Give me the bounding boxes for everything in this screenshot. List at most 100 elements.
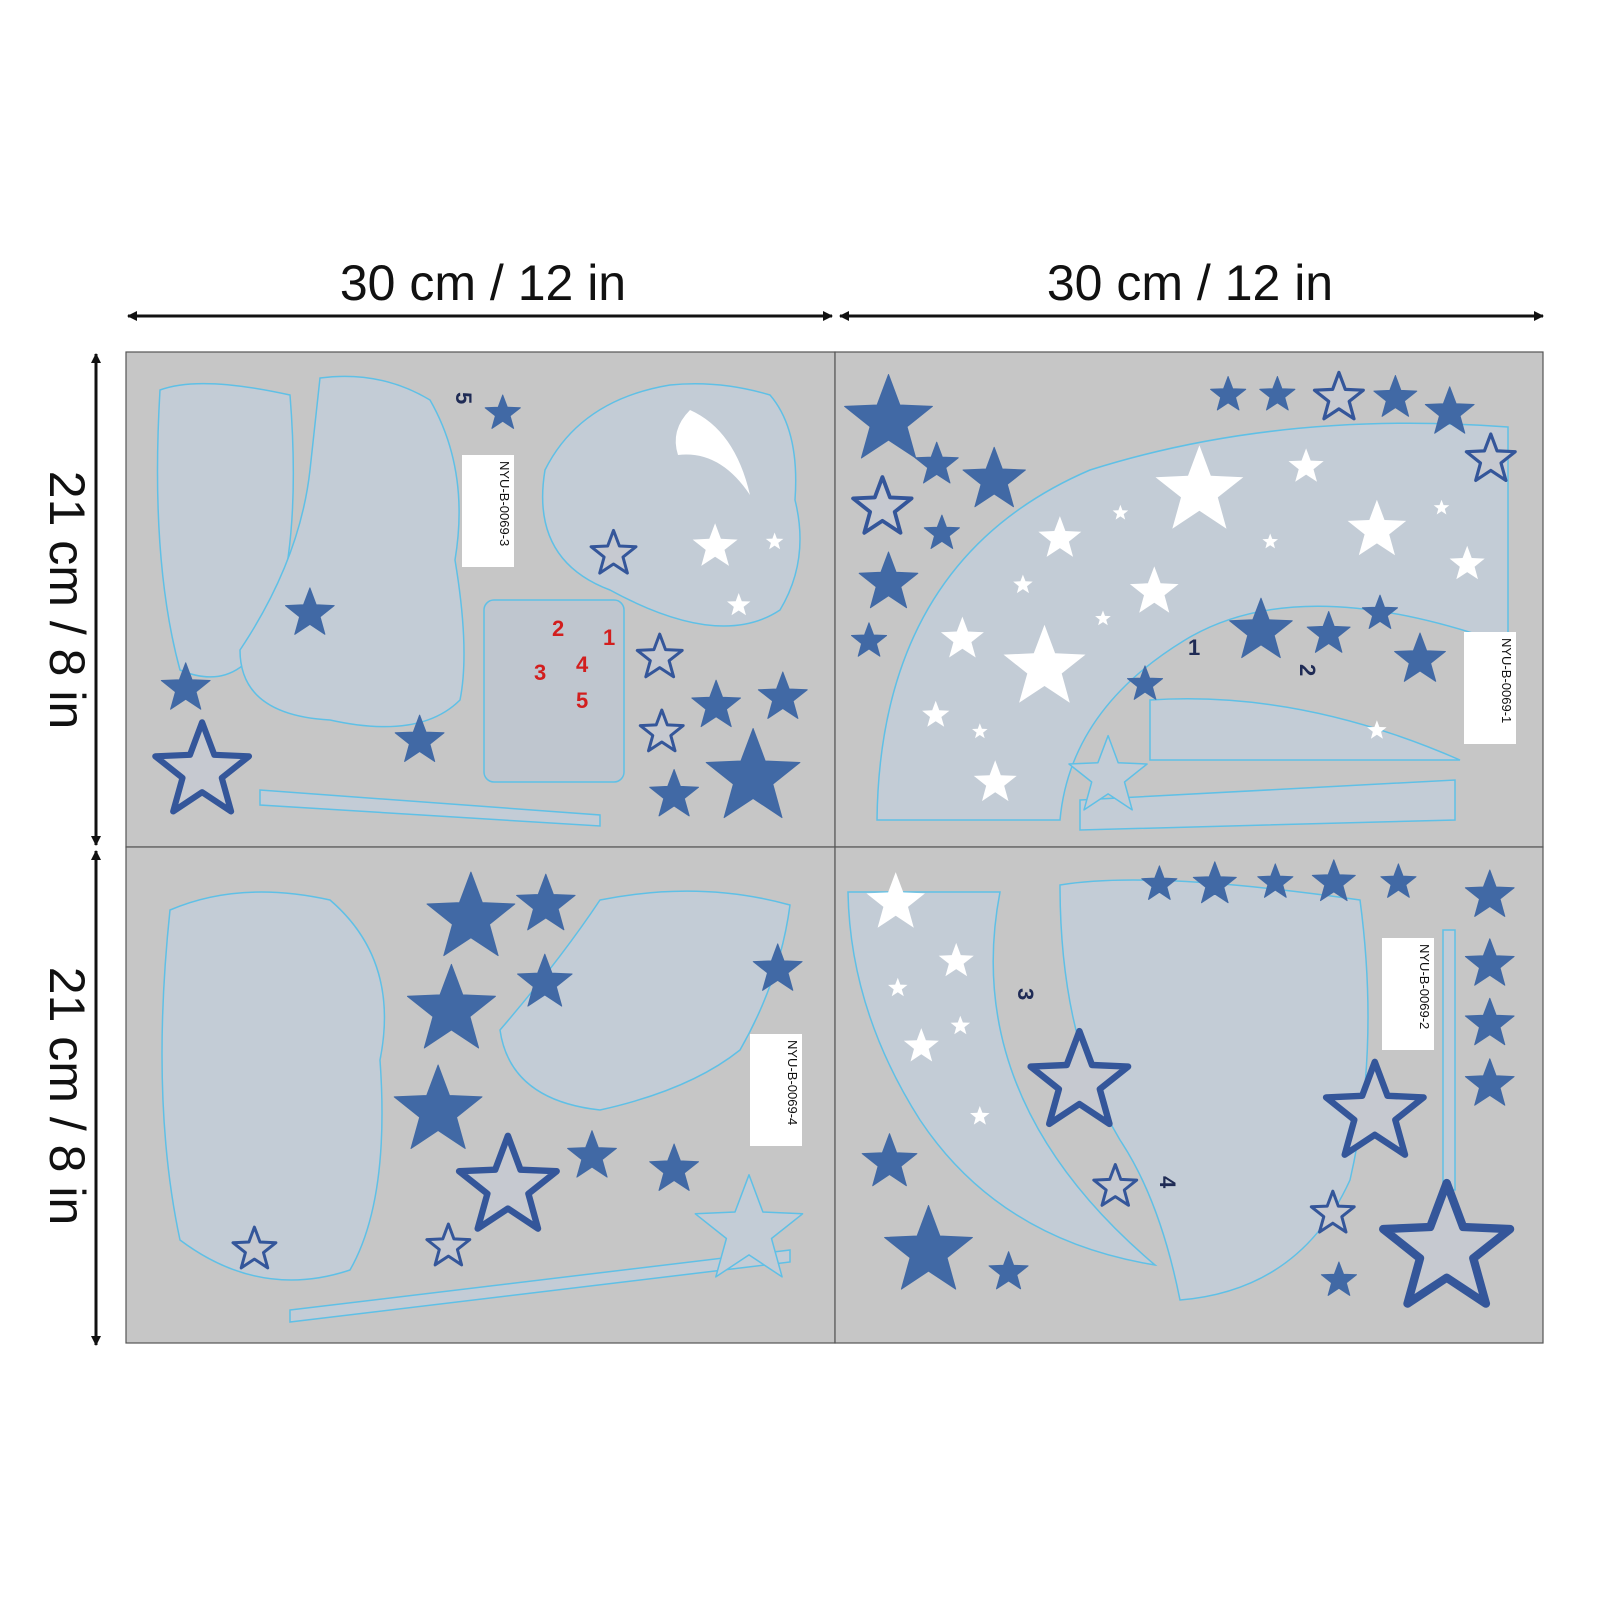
guide-number: 4 [576,652,589,677]
sheet-code: NYU-B-0069-1 [1499,638,1514,723]
code-tag: NYU-B-0069-3 [462,455,514,567]
star [1464,869,1515,917]
step-label: 5 [451,392,476,404]
star [638,708,685,753]
star [727,593,751,616]
sheet-code: NYU-B-0069-4 [785,1040,800,1125]
star [1141,865,1178,900]
star [692,523,738,566]
step-label: 4 [1155,1176,1180,1189]
star [1464,1058,1515,1106]
star [1003,624,1086,703]
code-tag-bg [462,455,514,567]
star [589,528,638,575]
star [567,1130,617,1178]
star [1129,566,1179,613]
star [1347,499,1407,556]
guide-number: 3 [534,660,546,685]
star [1379,1178,1515,1308]
width-label: 30 cm / 12 in [1047,255,1333,311]
code-tag: NYU-B-0069-4 [750,1034,802,1146]
star [425,1222,472,1267]
star [988,1251,1029,1290]
star [1320,1261,1357,1296]
height-label: 21 cm / 8 in [39,471,95,729]
star [970,1106,990,1125]
star [517,953,573,1007]
star [1367,720,1387,739]
wand [289,1249,791,1323]
star [851,622,888,657]
star [1312,370,1365,421]
star [649,1143,699,1191]
star [851,475,914,535]
star [1127,665,1164,700]
step-label: 3 [1013,988,1038,1000]
star [484,394,521,429]
star [1361,594,1398,629]
guide-number: 5 [576,688,588,713]
star [160,662,211,710]
star [1464,938,1515,986]
star [1229,597,1293,659]
star [1095,610,1111,626]
star [940,616,984,658]
star [407,963,496,1049]
star [1309,1189,1356,1234]
star [844,374,933,459]
star [1192,861,1237,904]
star [884,1205,973,1290]
star [394,714,445,762]
star [752,943,803,991]
star [1424,386,1475,434]
code-tag-bg [1464,632,1516,744]
star [1380,863,1417,898]
star [765,532,784,550]
code-tag: NYU-B-0069-2 [1382,938,1434,1050]
star [888,977,908,997]
star [914,441,959,484]
star [973,760,1017,802]
step-label: 1 [1188,635,1200,660]
star [1433,499,1450,515]
horn [847,891,1158,1267]
faint-lettering [1149,698,1461,761]
star [1373,375,1418,417]
star [1155,445,1244,529]
star [393,1064,483,1149]
star [1092,1163,1139,1207]
star [1257,863,1294,898]
wand [1442,929,1456,1191]
moon-highlight [675,410,750,495]
star [1394,632,1446,682]
sheet-code: NYU-B-0069-3 [497,461,512,546]
code-tag-bg [1382,938,1434,1050]
stars [152,370,1517,1308]
star [858,551,919,609]
faint-lettering [161,891,386,1281]
star [516,873,576,931]
height-label: 21 cm / 8 in [39,967,95,1225]
star [1288,448,1324,482]
step-label: 2 [1295,664,1320,676]
star [426,871,516,957]
star [231,1225,278,1270]
star [1464,997,1515,1046]
guide-number: 1 [603,625,615,650]
star [455,1132,560,1232]
star [922,700,950,727]
star [757,671,808,719]
star [1068,734,1148,811]
star [861,1133,918,1187]
star [938,942,974,977]
faint-lettering [239,375,465,728]
star [1464,432,1517,483]
star [903,1028,939,1062]
code-tag: NYU-B-0069-1 [1464,632,1516,744]
star [1259,376,1296,411]
star [1112,504,1129,520]
star [923,514,960,549]
star [972,723,988,739]
star [866,872,925,928]
